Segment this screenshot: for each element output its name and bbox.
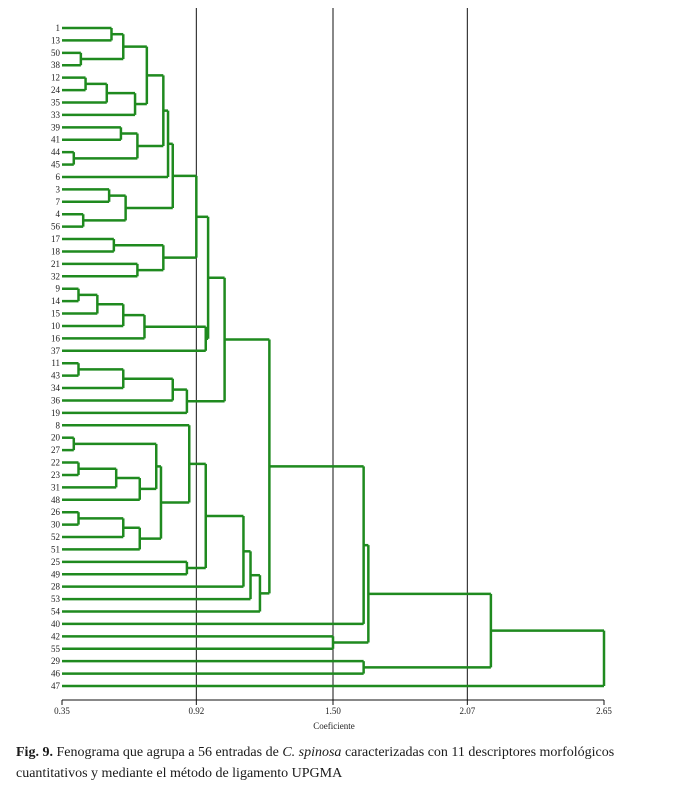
leaf-label-26: 26: [51, 507, 61, 517]
leaf-label-51: 51: [51, 544, 60, 554]
leaf-label-19: 19: [51, 408, 61, 418]
leaf-label-18: 18: [51, 246, 61, 256]
leaf-label-20: 20: [51, 433, 61, 443]
leaf-label-7: 7: [56, 197, 61, 207]
leaf-label-33: 33: [51, 110, 61, 120]
leaf-label-28: 28: [51, 582, 61, 592]
leaf-label-43: 43: [51, 371, 61, 381]
x-tick-label-4: 2.65: [596, 706, 612, 716]
leaf-label-16: 16: [51, 333, 61, 343]
leaf-label-46: 46: [51, 669, 61, 679]
leaf-label-24: 24: [51, 85, 61, 95]
leaf-label-35: 35: [51, 97, 61, 107]
x-tick-label-0: 0.35: [54, 706, 70, 716]
leaf-label-17: 17: [51, 234, 61, 244]
leaf-label-34: 34: [51, 383, 61, 393]
leaf-label-37: 37: [51, 346, 61, 356]
leaf-label-48: 48: [51, 495, 61, 505]
leaf-label-3: 3: [56, 184, 61, 194]
leaf-label-54: 54: [51, 607, 61, 617]
leaf-label-1: 1: [56, 23, 61, 33]
x-tick-label-3: 2.07: [459, 706, 475, 716]
leaf-label-9: 9: [56, 284, 61, 294]
leaf-label-50: 50: [51, 48, 61, 58]
caption-text-before: Fenograma que agrupa a 56 entradas de: [52, 745, 283, 760]
x-tick-label-2: 1.50: [325, 706, 341, 716]
dendrogram-chart: 1135038122435333941444563745617182132914…: [51, 8, 612, 731]
leaf-label-53: 53: [51, 594, 61, 604]
figure-caption: Fig. 9. Fenograma que agrupa a 56 entrad…: [16, 742, 676, 784]
leaf-label-47: 47: [51, 681, 61, 691]
leaf-label-8: 8: [56, 420, 61, 430]
leaf-label-49: 49: [51, 569, 61, 579]
caption-species: C. spinosa: [282, 745, 342, 760]
leaf-label-42: 42: [51, 631, 60, 641]
x-tick-label-1: 0.92: [188, 706, 204, 716]
gridlines: [195, 8, 468, 700]
leaf-label-44: 44: [51, 147, 61, 157]
leaf-label-25: 25: [51, 557, 61, 567]
leaf-label-21: 21: [51, 259, 60, 269]
leaf-label-13: 13: [51, 35, 61, 45]
leaf-label-22: 22: [51, 458, 60, 468]
leaf-label-45: 45: [51, 160, 61, 170]
leaf-label-14: 14: [51, 296, 61, 306]
leaf-label-52: 52: [51, 532, 60, 542]
leaf-label-55: 55: [51, 644, 61, 654]
dendrogram-branches: [62, 26, 606, 688]
leaf-label-39: 39: [51, 122, 61, 132]
caption-label: Fig. 9.: [16, 745, 53, 760]
leaf-label-12: 12: [51, 73, 60, 83]
leaf-label-36: 36: [51, 395, 61, 405]
leaf-label-40: 40: [51, 619, 61, 629]
leaf-label-23: 23: [51, 470, 61, 480]
x-axis-title: Coeficiente: [313, 721, 354, 731]
leaf-label-29: 29: [51, 656, 61, 666]
leaf-label-6: 6: [56, 172, 61, 182]
leaf-label-30: 30: [51, 520, 61, 530]
leaf-label-41: 41: [51, 135, 60, 145]
leaf-label-10: 10: [51, 321, 61, 331]
leaf-labels: 1135038122435333941444563745617182132914…: [51, 23, 61, 691]
leaf-label-32: 32: [51, 271, 60, 281]
leaf-label-38: 38: [51, 60, 61, 70]
x-axis: 0.35 0.92 1.50 2.07 2.65: [54, 699, 612, 716]
leaf-label-11: 11: [51, 358, 60, 368]
leaf-label-56: 56: [51, 222, 61, 232]
leaf-label-15: 15: [51, 309, 61, 319]
leaf-label-31: 31: [51, 482, 60, 492]
leaf-label-27: 27: [51, 445, 61, 455]
leaf-label-4: 4: [56, 209, 61, 219]
caption-text-after: caracterizadas con 11 descriptores morfo…: [16, 745, 615, 781]
